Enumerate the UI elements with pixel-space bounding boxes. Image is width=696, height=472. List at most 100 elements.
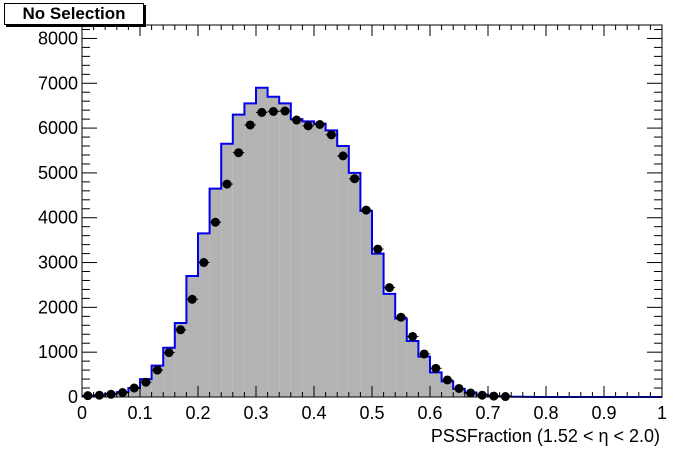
histogram-bar xyxy=(325,130,338,397)
point-marker xyxy=(141,377,151,387)
y-tick-label: 7000 xyxy=(38,73,78,93)
y-tick-label: 1000 xyxy=(38,342,78,362)
histogram-bar xyxy=(174,323,187,397)
data-point xyxy=(116,388,129,398)
data-point xyxy=(93,390,106,400)
x-tick-label: 0.5 xyxy=(359,403,384,423)
histogram-bar xyxy=(163,347,175,397)
point-marker xyxy=(280,106,290,116)
data-point xyxy=(290,115,303,125)
data-point xyxy=(267,107,280,117)
data-point xyxy=(360,205,372,215)
point-marker xyxy=(326,130,336,140)
histogram-bar xyxy=(140,379,152,397)
data-point xyxy=(430,363,442,373)
y-tick-label: 5000 xyxy=(38,163,78,183)
histogram-bar xyxy=(302,121,314,397)
histogram-bar xyxy=(441,381,454,397)
point-marker xyxy=(350,174,360,184)
data-point xyxy=(383,283,396,293)
data-point xyxy=(314,119,326,129)
histogram-bar xyxy=(256,87,268,398)
histogram-bar xyxy=(279,103,291,397)
point-marker xyxy=(454,383,464,393)
point-marker xyxy=(338,151,348,161)
y-tick-label: 6000 xyxy=(38,118,78,138)
histogram-bar xyxy=(232,114,245,398)
data-point xyxy=(453,383,465,393)
data-point xyxy=(348,174,361,184)
y-tick-label: 2000 xyxy=(38,297,78,317)
point-marker xyxy=(361,205,371,215)
data-point xyxy=(302,121,314,131)
x-tick-label: 0.2 xyxy=(185,403,210,423)
point-marker xyxy=(419,349,429,359)
x-tick-label: 0 xyxy=(77,403,87,423)
y-tick-label: 4000 xyxy=(38,208,78,228)
data-point xyxy=(244,120,256,130)
data-point xyxy=(406,331,419,341)
x-tick-label: 0.7 xyxy=(475,403,500,423)
point-marker xyxy=(268,107,278,117)
histogram-bar xyxy=(267,96,280,397)
histogram-bar xyxy=(418,356,430,397)
histogram-bar xyxy=(372,253,384,397)
data-point xyxy=(174,325,187,335)
data-point xyxy=(418,349,430,359)
x-tick-label: 0.3 xyxy=(243,403,268,423)
data-point xyxy=(82,391,94,401)
point-marker xyxy=(431,363,441,373)
point-marker xyxy=(396,312,406,322)
point-marker xyxy=(442,375,452,385)
point-marker xyxy=(466,388,476,398)
data-point xyxy=(186,294,198,304)
point-marker xyxy=(118,388,128,398)
data-point xyxy=(151,365,164,375)
point-marker xyxy=(152,365,162,375)
point-marker xyxy=(94,390,104,400)
histogram-bar xyxy=(290,119,303,397)
histogram-bar xyxy=(314,123,326,397)
point-marker xyxy=(187,294,197,304)
data-point xyxy=(279,106,291,116)
point-marker xyxy=(315,119,325,129)
data-point xyxy=(232,148,245,158)
histogram-bar xyxy=(198,233,210,397)
data-point xyxy=(163,348,175,358)
point-marker xyxy=(489,391,499,401)
point-marker xyxy=(257,107,267,117)
data-point xyxy=(337,151,349,161)
x-tick-label: 0.8 xyxy=(533,403,558,423)
data-point xyxy=(476,390,488,400)
data-point xyxy=(128,383,140,393)
point-marker xyxy=(222,179,232,189)
chart-title: No Selection xyxy=(4,3,144,25)
point-marker xyxy=(292,115,302,125)
data-point xyxy=(198,258,210,268)
histogram-bar xyxy=(395,318,407,397)
x-tick-label: 0.9 xyxy=(591,403,616,423)
data-point xyxy=(140,377,152,387)
point-marker xyxy=(83,391,93,401)
histogram-bar xyxy=(337,146,349,397)
data-point xyxy=(372,244,384,254)
y-tick-label: 0 xyxy=(68,387,78,407)
data-point xyxy=(256,107,268,117)
data-point xyxy=(395,312,407,322)
data-point xyxy=(221,179,233,189)
histogram-bar xyxy=(151,365,164,397)
axes-layer: 0 0.1 0.2 0.3 0.4 0.5 0.6 0.7 0.8 0.9 1 0 1000 2000 30… xyxy=(38,25,667,423)
histogram-bar xyxy=(360,211,372,397)
histogram-bar xyxy=(430,372,442,397)
point-marker xyxy=(164,348,174,358)
point-marker xyxy=(477,390,487,400)
data-point xyxy=(488,391,500,401)
y-tick-label: 8000 xyxy=(38,28,78,48)
point-marker xyxy=(234,148,244,158)
histogram-fill-layer xyxy=(82,87,546,398)
point-marker xyxy=(408,331,418,341)
histogram-bar xyxy=(209,188,222,397)
x-tick-label: 0.1 xyxy=(127,403,152,423)
x-tick-label: 0.4 xyxy=(301,403,326,423)
